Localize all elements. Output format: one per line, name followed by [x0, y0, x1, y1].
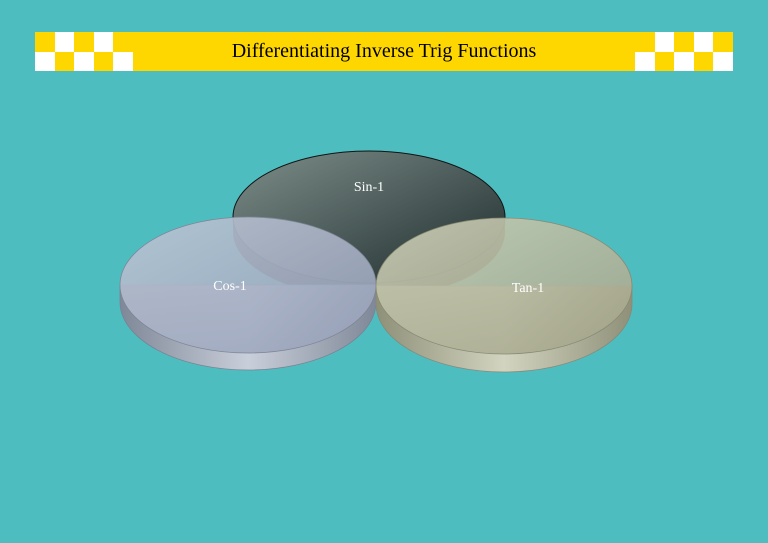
banner-checker-left [35, 32, 133, 71]
checker-square [35, 51, 55, 71]
title-banner: Differentiating Inverse Trig Functions [35, 32, 733, 71]
circle-tan-label: Tan-1 [512, 281, 544, 296]
checker-square [74, 51, 94, 71]
checker-square [674, 51, 694, 71]
circle-cos-top [119, 216, 377, 354]
checker-square [693, 32, 714, 52]
banner-bar [35, 32, 733, 71]
page-title: Differentiating Inverse Trig Functions [231, 40, 537, 62]
circle-cos-label: Cos-1 [213, 279, 246, 294]
checker-square [654, 32, 675, 52]
checker-square [93, 32, 114, 52]
circle-tan-top [375, 217, 633, 355]
circle-cos [119, 216, 377, 371]
checker-square [635, 51, 655, 71]
circle-sin-label: Sin-1 [354, 180, 384, 195]
checker-square [54, 32, 75, 52]
circle-tan [375, 217, 633, 373]
checker-square [713, 51, 733, 71]
banner-checker-right [635, 32, 733, 71]
checker-square [113, 51, 133, 71]
